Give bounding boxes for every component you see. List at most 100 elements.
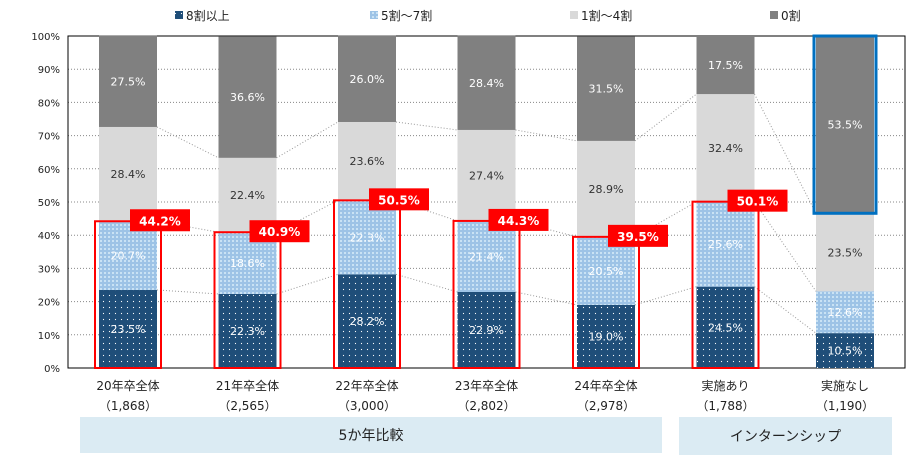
bar-segment xyxy=(338,200,396,275)
total-label: 40.9% xyxy=(259,225,301,239)
bar-segment xyxy=(99,289,157,368)
data-label: 20.5% xyxy=(589,265,624,278)
connector-line xyxy=(515,291,578,306)
total-label: 44.2% xyxy=(139,214,181,228)
bar-segment xyxy=(696,201,755,287)
y-tick-label: 90% xyxy=(38,65,60,76)
total-label-box xyxy=(130,209,190,232)
y-tick-label: 70% xyxy=(38,132,60,143)
legend-swatch xyxy=(770,11,778,19)
bar-segment xyxy=(816,333,874,368)
data-label: 22.4% xyxy=(230,189,265,202)
connector-line xyxy=(276,121,339,159)
y-tick-label: 0% xyxy=(44,364,60,375)
data-label: 23.6% xyxy=(350,155,385,168)
legend-swatch xyxy=(570,11,578,19)
x-tick-label: 実施あり xyxy=(701,378,749,393)
legend-label: 5割～7割 xyxy=(381,8,432,23)
bar-segment xyxy=(218,157,277,233)
total-label-box xyxy=(727,189,788,212)
highlight-box xyxy=(691,200,760,369)
bar-segment xyxy=(457,220,516,292)
data-label: 18.6% xyxy=(230,257,265,270)
data-label: 28.9% xyxy=(589,183,624,196)
data-label: 53.5% xyxy=(828,118,863,131)
connector-line xyxy=(754,286,817,334)
connector-line xyxy=(156,126,219,159)
x-tick-label: 実施なし xyxy=(821,378,869,393)
sample-size-label: （1,788） xyxy=(696,399,754,413)
data-label: 28.4% xyxy=(469,77,504,90)
data-label: 26.0% xyxy=(350,73,385,86)
data-label: 10.5% xyxy=(828,345,863,358)
connector-line xyxy=(634,286,697,306)
bar-segment xyxy=(696,36,755,95)
y-tick-label: 60% xyxy=(38,165,60,176)
connector-line xyxy=(634,93,697,142)
total-label: 44.3% xyxy=(498,214,540,228)
sample-size-label: （1,868） xyxy=(99,399,157,413)
group-band-internship: インターンシップ xyxy=(679,417,892,455)
data-label: 31.5% xyxy=(589,83,624,96)
connector-line xyxy=(754,93,817,214)
x-tick-label: 20年卒全体 xyxy=(96,378,159,393)
bar-segment xyxy=(338,274,396,368)
connector-line xyxy=(156,289,219,295)
y-tick-label: 100% xyxy=(31,32,60,43)
legend-swatch xyxy=(370,11,378,19)
data-label: 19.0% xyxy=(589,330,624,343)
data-label: 25.6% xyxy=(708,238,743,251)
total-label: 39.5% xyxy=(617,230,659,244)
connector-line xyxy=(395,273,458,293)
legend-label: 0割 xyxy=(781,8,801,23)
connector-line xyxy=(754,201,817,292)
bar-segment xyxy=(218,293,277,368)
bar-segment xyxy=(99,126,157,222)
sample-size-label: （2,978） xyxy=(577,399,635,413)
sample-size-label: （1,190） xyxy=(816,399,874,413)
highlight-box xyxy=(94,220,162,369)
bar-segment xyxy=(218,232,277,294)
data-label: 22.3% xyxy=(230,325,265,338)
data-label: 24.5% xyxy=(708,321,743,334)
highlight-box-blue xyxy=(812,34,878,215)
x-tick-label: 21年卒全体 xyxy=(216,378,279,393)
data-label: 27.5% xyxy=(111,75,146,88)
highlight-box xyxy=(333,199,401,369)
x-tick-label: 24年卒全体 xyxy=(574,378,637,393)
bar-segment xyxy=(338,121,396,201)
total-label-box xyxy=(369,188,429,211)
bar-segment xyxy=(338,35,396,122)
bar-segment xyxy=(696,286,755,368)
data-label: 32.4% xyxy=(708,142,743,155)
legend-label: 1割～4割 xyxy=(581,8,632,23)
data-label: 23.5% xyxy=(111,323,146,336)
bar-segment xyxy=(99,35,157,127)
bar-segment xyxy=(816,291,874,334)
bar-segment xyxy=(99,221,157,290)
y-tick-label: 40% xyxy=(38,231,60,242)
total-label: 50.5% xyxy=(378,193,420,207)
data-label: 21.4% xyxy=(469,250,504,263)
total-label-box xyxy=(249,220,310,243)
y-tick-label: 80% xyxy=(38,98,60,109)
data-label: 27.4% xyxy=(469,169,504,182)
legend-swatch xyxy=(175,11,183,19)
data-label: 28.2% xyxy=(350,315,385,328)
bar-segment xyxy=(577,304,635,368)
data-label: 36.6% xyxy=(230,91,265,104)
bar-segment xyxy=(218,36,277,158)
bar-segment xyxy=(696,94,755,202)
y-tick-label: 20% xyxy=(38,298,60,309)
sample-size-label: （3,000） xyxy=(338,399,396,413)
total-label-box xyxy=(608,224,668,247)
connector-line xyxy=(276,273,339,295)
x-tick-label: 23年卒全体 xyxy=(455,378,518,393)
data-label: 12.6% xyxy=(828,306,863,319)
group-label: インターンシップ xyxy=(729,429,842,445)
connector-line xyxy=(395,121,458,131)
bar-segment xyxy=(816,35,874,214)
total-label: 50.1% xyxy=(737,195,779,209)
